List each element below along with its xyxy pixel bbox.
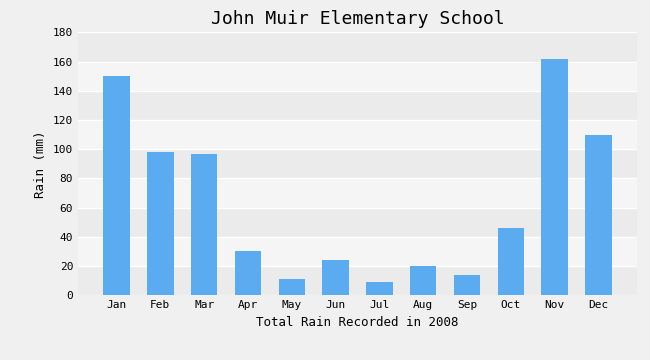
Bar	[78, 237, 637, 266]
Bar	[147, 152, 174, 295]
Bar	[541, 59, 568, 295]
Bar	[78, 32, 637, 62]
Bar	[279, 279, 305, 295]
Bar	[78, 149, 637, 179]
Bar	[103, 76, 130, 295]
Bar	[366, 282, 393, 295]
Bar	[410, 266, 436, 295]
Bar	[78, 179, 637, 208]
Bar	[78, 208, 637, 237]
Bar	[235, 251, 261, 295]
Bar	[191, 154, 217, 295]
Bar	[585, 135, 612, 295]
Title: John Muir Elementary School: John Muir Elementary School	[211, 10, 504, 28]
Bar	[78, 120, 637, 149]
Bar	[498, 228, 524, 295]
Y-axis label: Rain (mm): Rain (mm)	[34, 130, 47, 198]
X-axis label: Total Rain Recorded in 2008: Total Rain Recorded in 2008	[256, 316, 459, 329]
Bar	[454, 275, 480, 295]
Bar	[78, 266, 637, 295]
Bar	[322, 260, 349, 295]
Bar	[78, 62, 637, 91]
Bar	[78, 91, 637, 120]
